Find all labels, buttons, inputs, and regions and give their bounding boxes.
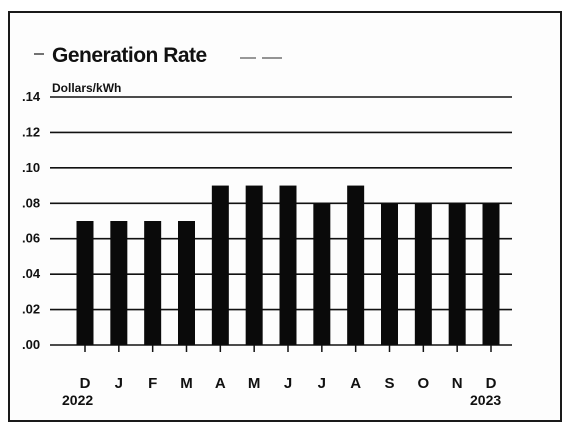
x-category-label: O <box>417 375 429 392</box>
bar <box>110 221 128 345</box>
x-category-label: M <box>180 375 193 392</box>
x-category-label: J <box>115 375 123 392</box>
y-axis-unit-label: Dollars/kWh <box>52 81 121 95</box>
bars <box>76 185 500 345</box>
bar <box>76 221 94 345</box>
x-category-label: D <box>486 375 497 392</box>
x-category-label: D <box>80 375 91 392</box>
y-tick-label: .12 <box>22 124 40 139</box>
x-category-label: J <box>284 375 292 392</box>
x-tick-marks <box>84 345 492 352</box>
bar <box>245 185 263 345</box>
bar <box>211 185 229 345</box>
x-category-label: M <box>248 375 261 392</box>
bar <box>414 203 432 345</box>
bar <box>313 203 331 345</box>
y-tick-labels: .00 .02 .04 .06 .08 .10 .12 .14 <box>22 89 41 352</box>
bar <box>448 203 466 345</box>
y-tick-label: .06 <box>22 231 40 246</box>
start-year-label: 2022 <box>62 392 93 408</box>
chart-title: Generation Rate <box>52 44 207 67</box>
end-year-label: 2023 <box>470 392 501 408</box>
x-category-label: A <box>215 375 226 392</box>
bar <box>178 221 195 345</box>
x-category-label: S <box>384 375 394 392</box>
x-category-label: A <box>350 375 361 392</box>
y-tick-label: .02 <box>22 302 40 317</box>
bar <box>279 185 297 345</box>
y-tick-label: .10 <box>22 160 40 175</box>
x-category-label: F <box>148 375 157 392</box>
y-tick-label: .00 <box>22 337 40 352</box>
bar <box>347 185 365 345</box>
y-tick-label: .08 <box>22 195 40 210</box>
x-category-label: J <box>318 375 326 392</box>
y-tick-label: .04 <box>22 266 41 281</box>
title-decoration <box>34 53 282 59</box>
bar <box>381 203 398 345</box>
bar <box>144 221 162 345</box>
x-category-label: N <box>452 375 463 392</box>
bar <box>482 203 500 345</box>
y-tick-label: .14 <box>22 89 41 104</box>
